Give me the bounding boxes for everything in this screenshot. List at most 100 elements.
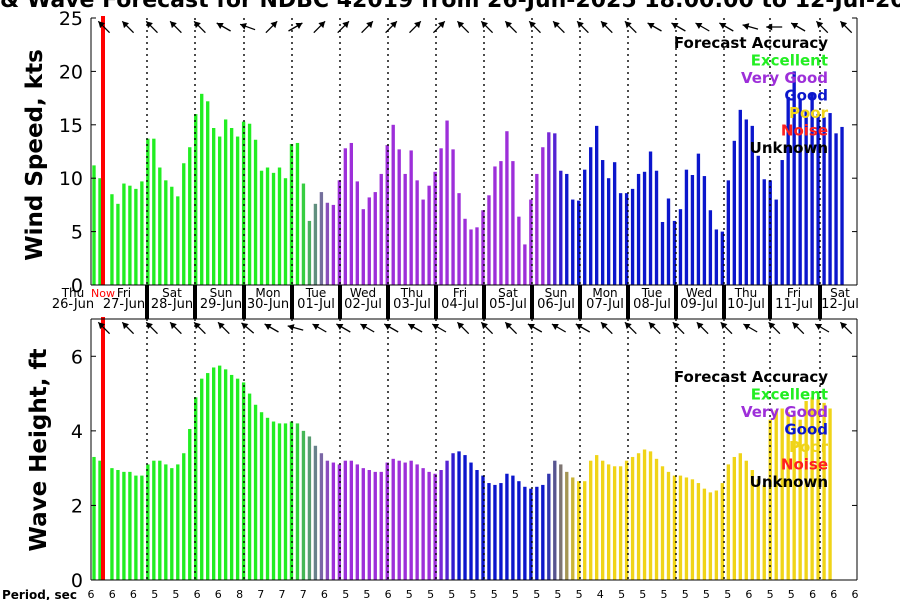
data-bar [720,231,725,285]
data-bar [612,162,617,285]
data-bar [373,471,377,580]
data-bar [511,475,515,580]
data-bar [834,133,838,285]
legend-item: Good [784,421,828,439]
direction-arrow [814,323,830,333]
data-bar [122,471,126,580]
data-bar [714,490,719,580]
arrow-head [575,324,583,330]
data-bar [678,209,683,285]
data-bar [241,121,246,285]
period-value: 8 [236,588,243,600]
y-tick-label: 25 [59,8,83,30]
data-bar [660,466,665,580]
legend-item: Excellent [751,52,828,70]
data-bar [379,471,383,580]
arrow-head [840,21,848,29]
direction-arrow [193,20,206,34]
y-tick-label: 6 [71,346,83,368]
direction-arrow [766,23,783,31]
data-bar [331,462,336,580]
data-bar [816,399,820,580]
direction-arrow [624,321,637,335]
data-bar [600,160,605,285]
day-name-label: Thu [61,286,85,300]
direction-arrow [504,20,518,34]
day-divider [290,285,294,319]
arrow-head [122,322,129,330]
direction-arrow [600,321,613,335]
data-bar [182,453,186,580]
data-bar [547,132,551,285]
direction-arrow [456,321,470,335]
arrow-head [719,23,727,29]
day-divider [626,285,630,319]
direction-arrow [169,321,182,335]
data-bar [666,471,671,580]
data-bar [212,367,216,580]
y-axis-label: Wave Height, ft [26,349,52,552]
data-bar [349,460,353,580]
data-bar [451,453,455,580]
day-name-label: Tue [641,286,663,300]
data-bar [612,466,617,580]
day-name-label: Tue [305,286,327,300]
data-bar [373,192,377,285]
data-bar [696,483,701,580]
data-bar [307,436,312,580]
arrow-head [481,322,488,330]
data-bar [756,155,760,285]
data-bar [439,470,443,580]
arrow-head [170,21,177,29]
day-divider [434,285,438,319]
data-bar [517,216,521,285]
data-bar [630,188,635,285]
data-bar [481,475,485,580]
period-value: 5 [533,588,540,600]
data-bar [433,171,437,285]
data-bar [553,460,557,580]
period-value: 5 [724,588,731,600]
day-divider [242,285,246,319]
day-date-label: 08-Jul [633,297,671,312]
data-bar [457,193,461,285]
data-bar [840,126,844,285]
direction-arrow [313,20,326,34]
data-bar [780,408,784,580]
day-date-label: 11-Jul [775,297,813,312]
day-date-label: 27-Jun [103,297,145,312]
data-bar [756,479,760,580]
data-bar [277,167,282,285]
direction-arrow [790,22,806,32]
period-value: 5 [427,588,434,600]
data-bar [206,373,210,580]
data-bar [140,181,144,285]
direction-arrow [576,20,589,34]
data-bar [648,151,653,285]
data-bar [475,470,479,580]
y-tick-label: 2 [71,495,83,517]
data-bar [247,393,252,580]
arrow-head [146,21,153,29]
arrow-head [840,322,848,330]
day-divider [338,285,342,319]
day-date-label: 01-Jul [297,297,335,312]
direction-arrow [169,20,182,34]
data-bar [589,460,593,580]
data-bar [421,199,425,285]
arrow-head [264,324,272,330]
y-tick-label: 15 [59,115,83,137]
period-row: Period, sec 6 6 6 5 5 6 6 8 7 7 7 6 5 5 6 5 5 5 5 5 5 5 5 5 4 5 5 5 5… [2,588,859,600]
arrow-head [816,21,824,29]
data-bar [618,193,623,285]
data-bar [648,451,653,580]
arrow-head [384,324,392,330]
data-bar [684,169,689,285]
data-bar [265,167,270,285]
legend-item: Very Good [741,69,828,87]
period-value: 6 [194,588,201,600]
direction-arrow [792,321,805,335]
day-date-label: 02-Jul [344,297,382,312]
data-bar [804,110,808,285]
y-tick-label: 20 [59,61,83,83]
